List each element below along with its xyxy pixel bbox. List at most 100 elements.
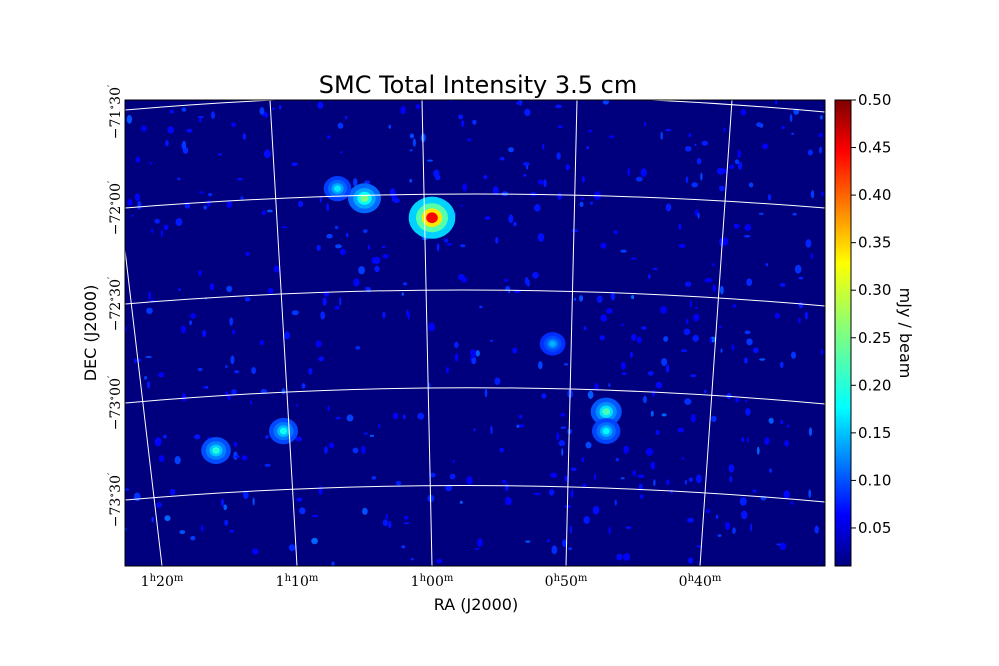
noise-speckle — [371, 476, 377, 480]
noise-speckle — [154, 437, 162, 447]
noise-speckle — [364, 180, 371, 184]
noise-speckle — [339, 248, 346, 256]
noise-speckle — [779, 283, 786, 287]
noise-speckle — [701, 140, 709, 146]
noise-speckle — [783, 490, 790, 499]
colorbar-gradient — [834, 99, 852, 567]
noise-speckle — [588, 129, 593, 133]
noise-speckle — [363, 432, 368, 435]
noise-speckle — [620, 477, 625, 480]
noise-speckle — [426, 159, 434, 162]
noise-speckle — [144, 376, 148, 380]
noise-speckle — [623, 445, 629, 454]
noise-speckle — [158, 455, 165, 463]
noise-speckle — [741, 437, 745, 442]
noise-speckle — [737, 161, 743, 170]
noise-speckle — [459, 500, 463, 504]
noise-speckle — [231, 122, 236, 127]
noise-speckle — [704, 389, 707, 394]
source-layer — [201, 176, 622, 464]
noise-speckle — [642, 395, 647, 404]
colorbar-tick-label: 0.15 — [858, 424, 891, 442]
colorbar-ticks: 0.05 0.10 0.15 0.20 0.25 0.30 0.35 0.40 0.45 0.50 — [851, 91, 891, 537]
noise-speckle — [537, 233, 545, 242]
noise-speckle — [320, 311, 326, 320]
noise-speckle — [661, 413, 667, 417]
x-axis-label: RA (J2000) — [434, 595, 518, 614]
noise-speckle — [524, 108, 531, 116]
noise-speckle — [561, 448, 564, 457]
noise-speckle — [733, 223, 740, 229]
noise-speckle — [583, 516, 590, 524]
noise-speckle — [820, 349, 824, 355]
noise-speckle — [690, 374, 697, 378]
noise-speckle — [757, 446, 760, 455]
noise-speckle — [744, 400, 748, 403]
noise-speckle — [150, 299, 156, 302]
noise-speckle — [337, 122, 344, 129]
noise-speckle — [681, 457, 685, 460]
noise-speckle — [650, 410, 654, 417]
noise-speckle — [131, 214, 134, 217]
noise-speckle — [781, 125, 785, 130]
noise-speckle — [472, 119, 477, 125]
noise-speckle — [660, 306, 667, 314]
noise-speckle — [378, 423, 381, 429]
noise-speckle — [557, 193, 562, 200]
noise-speckle — [693, 313, 700, 322]
noise-speckle — [746, 278, 753, 287]
noise-speckle — [492, 186, 499, 195]
noise-speckle — [737, 149, 741, 159]
noise-speckle — [225, 365, 228, 369]
noise-speckle — [505, 483, 509, 492]
noise-speckle — [135, 156, 141, 163]
noise-speckle — [335, 416, 341, 420]
noise-speckle — [403, 282, 408, 286]
noise-speckle — [317, 101, 324, 109]
noise-speckle — [327, 135, 331, 139]
noise-speckle — [805, 239, 812, 248]
noise-speckle — [665, 203, 672, 212]
noise-speckle — [678, 223, 682, 230]
noise-speckle — [819, 146, 822, 154]
noise-speckle — [621, 323, 624, 327]
noise-speckle — [477, 538, 483, 547]
dec-tick-71-30: −71∘30′ — [107, 84, 124, 139]
noise-speckle — [388, 124, 392, 129]
noise-speckle — [315, 340, 322, 348]
noise-speckle — [557, 125, 563, 128]
noise-speckle — [691, 182, 698, 188]
noise-speckle — [181, 107, 187, 112]
noise-speckle — [167, 126, 174, 134]
noise-speckle — [558, 440, 565, 447]
noise-speckle — [670, 489, 673, 494]
noise-speckle — [206, 200, 211, 207]
noise-speckle — [697, 212, 700, 219]
noise-speckle — [551, 545, 558, 555]
noise-speckle — [524, 277, 529, 285]
noise-speckle — [301, 383, 306, 389]
noise-speckle — [148, 291, 151, 300]
noise-speckle — [629, 351, 634, 358]
noise-speckle — [190, 313, 196, 319]
noise-speckle — [748, 182, 754, 188]
noise-speckle — [388, 521, 392, 529]
noise-layer — [125, 100, 824, 566]
noise-speckle — [644, 122, 647, 127]
noise-speckle — [680, 349, 688, 353]
noise-speckle — [484, 216, 491, 220]
noise-speckle — [753, 347, 759, 354]
noise-speckle — [585, 441, 592, 449]
noise-speckle — [814, 525, 819, 534]
noise-speckle — [665, 129, 672, 132]
noise-speckle — [156, 502, 162, 508]
noise-speckle — [581, 176, 586, 183]
noise-speckle — [335, 244, 342, 249]
noise-speckle — [149, 162, 153, 165]
intensity-map — [124, 99, 826, 567]
colorbar-tick-label: 0.45 — [858, 139, 891, 157]
dec-gridline — [125, 193, 825, 209]
source-contour — [549, 340, 556, 347]
noise-speckle — [241, 455, 248, 461]
noise-speckle — [436, 243, 440, 252]
